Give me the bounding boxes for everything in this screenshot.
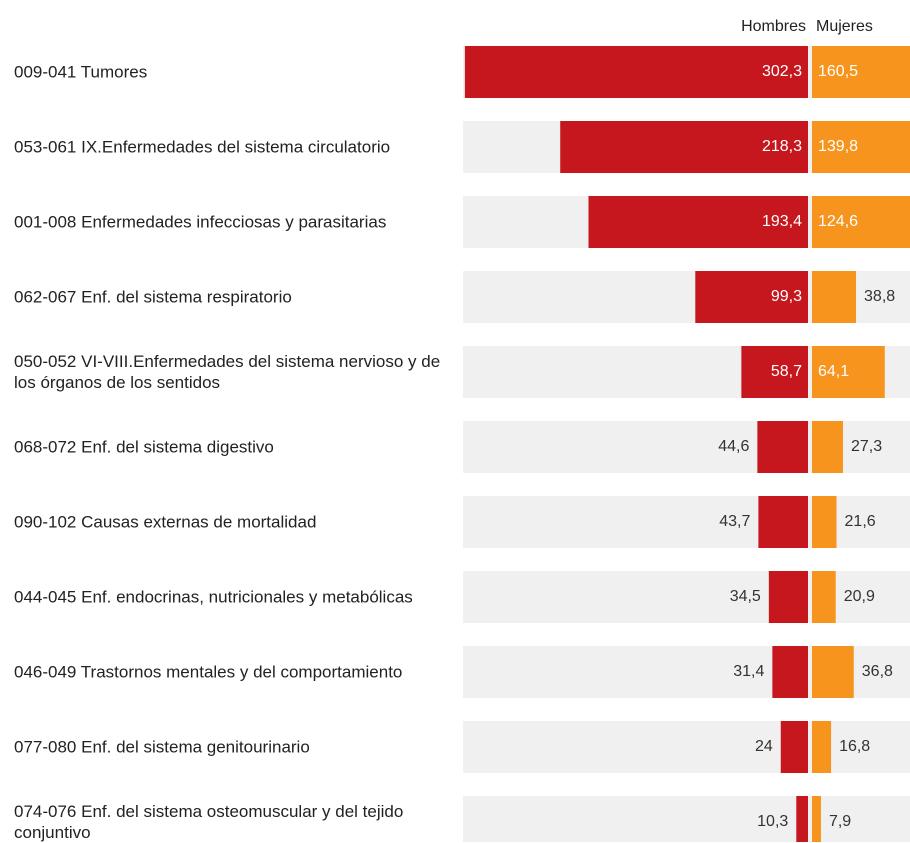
value-label: 7,9 <box>829 813 851 830</box>
value-label: 36,8 <box>862 663 893 680</box>
category-label: 046-049 Trastornos mentales y del compor… <box>14 662 403 682</box>
category-label: 001-008 Enfermedades infecciosas y paras… <box>14 212 387 232</box>
value-label: 160,5 <box>818 63 858 80</box>
bar <box>812 196 910 248</box>
value-label: 58,7 <box>771 363 802 380</box>
bar <box>464 46 808 98</box>
category-label: 062-067 Enf. del sistema respiratorio <box>14 287 292 307</box>
row-background <box>463 496 910 548</box>
value-label: 21,6 <box>845 513 876 530</box>
value-label: 99,3 <box>771 288 802 305</box>
value-label: 38,8 <box>864 288 895 305</box>
bar <box>812 496 837 548</box>
bar <box>796 796 808 842</box>
value-label: 193,4 <box>762 213 802 230</box>
value-label: 34,5 <box>730 588 761 605</box>
value-label: 31,4 <box>733 663 764 680</box>
bar <box>812 796 821 842</box>
legend-label: Hombres <box>741 18 806 35</box>
category-label: 090-102 Causas externas de mortalidad <box>14 512 317 532</box>
bar <box>741 346 808 398</box>
row-background <box>463 796 910 842</box>
bar <box>560 121 808 173</box>
value-label: 218,3 <box>762 138 802 155</box>
bar <box>812 46 910 98</box>
row-background <box>463 721 910 773</box>
bar <box>780 721 808 773</box>
bar <box>758 496 808 548</box>
bar <box>812 571 836 623</box>
value-label: 16,8 <box>839 738 870 755</box>
bar <box>695 271 808 323</box>
value-label: 20,9 <box>844 588 875 605</box>
value-label: 27,3 <box>851 438 882 455</box>
value-label: 302,3 <box>762 63 802 80</box>
category-label: 050-052 VI-VIII.Enfermedades del sistema… <box>14 352 441 392</box>
category-label: 077-080 Enf. del sistema genitourinario <box>14 737 310 757</box>
value-label: 10,3 <box>757 813 788 830</box>
bar <box>812 721 832 773</box>
category-label: 053-061 IX.Enfermedades del sistema circ… <box>14 137 391 157</box>
bar <box>812 646 854 698</box>
value-label: 43,7 <box>719 513 750 530</box>
bar <box>757 421 808 473</box>
category-label: 068-072 Enf. del sistema digestivo <box>14 437 274 457</box>
category-label: 044-045 Enf. endocrinas, nutricionales y… <box>14 587 413 607</box>
legend-label: Mujeres <box>816 18 873 35</box>
value-label: 64,1 <box>818 363 849 380</box>
bar <box>588 196 808 248</box>
value-label: 44,6 <box>718 438 749 455</box>
bar <box>812 271 857 323</box>
bar <box>812 421 843 473</box>
value-label: 24 <box>755 738 773 755</box>
category-label: 074-076 Enf. del sistema osteomuscular y… <box>14 802 404 842</box>
bar <box>812 346 885 398</box>
category-label: 009-041 Tumores <box>14 62 148 82</box>
bar <box>772 646 808 698</box>
bar <box>812 121 910 173</box>
bar <box>768 571 808 623</box>
value-label: 139,8 <box>818 138 858 155</box>
value-label: 124,6 <box>818 213 858 230</box>
